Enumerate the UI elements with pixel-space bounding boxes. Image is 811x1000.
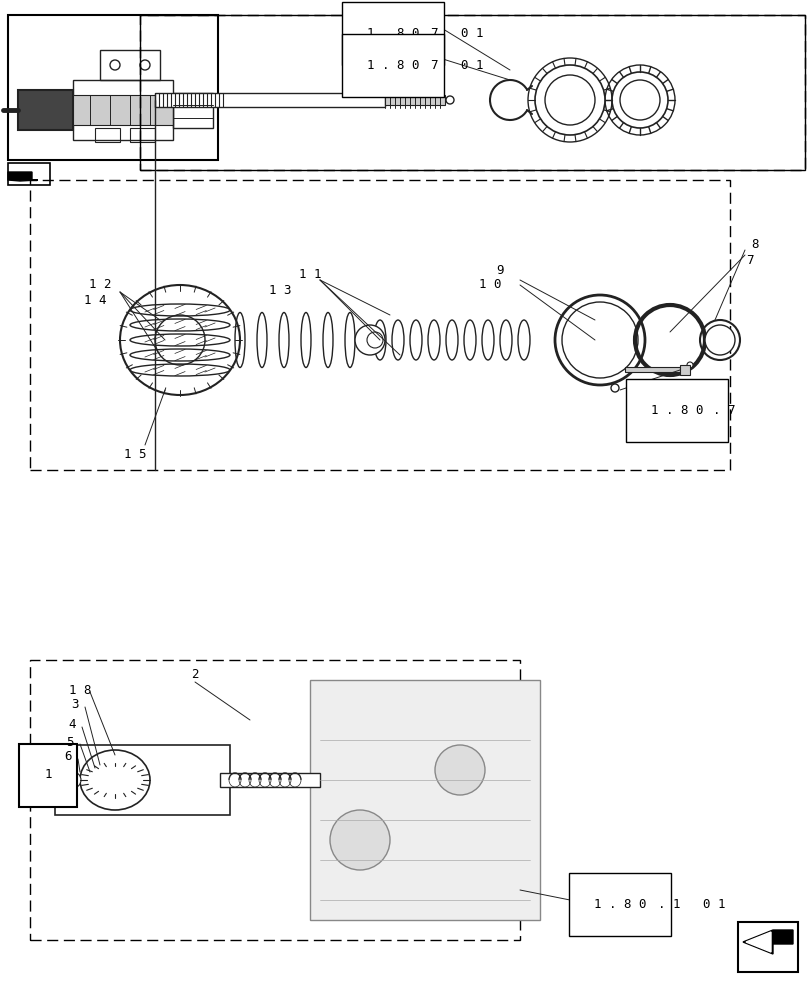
Ellipse shape: [500, 320, 512, 360]
Polygon shape: [8, 172, 38, 181]
Circle shape: [354, 325, 384, 355]
Ellipse shape: [427, 320, 440, 360]
Circle shape: [534, 65, 604, 135]
Text: 1 3: 1 3: [268, 284, 291, 296]
Bar: [95, 128, 120, 142]
Ellipse shape: [130, 319, 230, 331]
Circle shape: [610, 384, 618, 392]
Text: 7   0 1: 7 0 1: [431, 59, 483, 72]
Bar: [384, 95, 444, 105]
Bar: [173, 93, 212, 128]
Bar: [310, 680, 539, 920]
Bar: [73, 95, 173, 125]
Circle shape: [367, 332, 383, 348]
Text: . 1   0 1: . 1 0 1: [657, 898, 724, 911]
Text: 7   0 1: 7 0 1: [431, 27, 483, 40]
Text: 1 . 8 0: 1 . 8 0: [593, 898, 646, 911]
Circle shape: [611, 72, 667, 128]
Text: 1: 1: [44, 768, 52, 782]
Text: 7: 7: [745, 253, 753, 266]
Bar: [8, 163, 50, 185]
Bar: [73, 80, 173, 140]
Text: 1 . 8 0: 1 . 8 0: [650, 403, 702, 416]
Circle shape: [544, 75, 594, 125]
Ellipse shape: [323, 312, 333, 367]
Bar: [30, 660, 519, 940]
Bar: [139, 15, 804, 170]
Text: 2: 2: [191, 668, 199, 682]
Text: 1 8: 1 8: [69, 684, 91, 696]
Ellipse shape: [130, 334, 230, 346]
Text: 1 6: 1 6: [418, 42, 440, 55]
Circle shape: [686, 362, 692, 368]
Bar: [624, 367, 679, 372]
Ellipse shape: [130, 364, 230, 376]
Polygon shape: [742, 930, 792, 954]
Text: 1 . 8 0: 1 . 8 0: [367, 59, 418, 72]
Text: 1 7: 1 7: [418, 10, 440, 23]
Ellipse shape: [463, 320, 475, 360]
Bar: [155, 93, 384, 107]
Ellipse shape: [301, 312, 311, 367]
Ellipse shape: [445, 320, 457, 360]
Bar: [130, 128, 155, 142]
Circle shape: [435, 745, 484, 795]
Text: 1 4: 1 4: [84, 294, 106, 306]
Ellipse shape: [374, 320, 385, 360]
Ellipse shape: [80, 750, 150, 810]
Circle shape: [704, 325, 734, 355]
Text: 1 5: 1 5: [123, 448, 146, 462]
Text: 6: 6: [64, 750, 71, 764]
Text: 1 . 8 0: 1 . 8 0: [367, 27, 418, 40]
Text: 1 0: 1 0: [478, 278, 500, 292]
Circle shape: [329, 810, 389, 870]
Circle shape: [620, 80, 659, 120]
Text: . 7: . 7: [712, 403, 735, 416]
Ellipse shape: [410, 320, 422, 360]
Bar: [8, 15, 217, 160]
Text: 3: 3: [71, 698, 79, 711]
Ellipse shape: [482, 320, 493, 360]
Ellipse shape: [392, 320, 404, 360]
Circle shape: [561, 302, 637, 378]
Text: 8: 8: [750, 238, 757, 251]
Bar: [139, 15, 804, 170]
Ellipse shape: [517, 320, 530, 360]
Bar: [220, 773, 320, 787]
Ellipse shape: [130, 349, 230, 361]
Bar: [30, 180, 729, 470]
Text: 5: 5: [67, 735, 74, 748]
Text: 1 1: 1 1: [298, 268, 321, 282]
Text: 9: 9: [496, 263, 503, 276]
Bar: [18, 90, 73, 130]
Ellipse shape: [130, 304, 230, 316]
Circle shape: [45, 770, 65, 790]
Text: 4: 4: [68, 718, 75, 731]
Text: 1 2: 1 2: [88, 278, 111, 292]
Polygon shape: [10, 170, 30, 183]
Bar: [100, 50, 160, 80]
Ellipse shape: [279, 312, 289, 367]
Bar: [679, 365, 689, 375]
Ellipse shape: [234, 312, 245, 367]
Bar: [55, 745, 230, 815]
Bar: [737, 922, 797, 972]
Circle shape: [65, 772, 81, 788]
Ellipse shape: [257, 312, 267, 367]
Polygon shape: [745, 932, 770, 952]
Ellipse shape: [345, 312, 354, 367]
